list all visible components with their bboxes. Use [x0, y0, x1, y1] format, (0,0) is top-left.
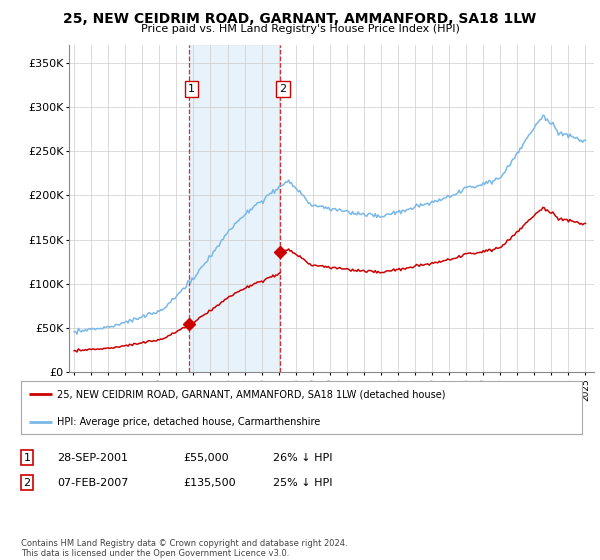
Text: 28-SEP-2001: 28-SEP-2001 [57, 452, 128, 463]
Text: HPI: Average price, detached house, Carmarthenshire: HPI: Average price, detached house, Carm… [58, 417, 321, 427]
Text: 25% ↓ HPI: 25% ↓ HPI [273, 478, 332, 488]
Text: 26% ↓ HPI: 26% ↓ HPI [273, 452, 332, 463]
Text: £55,000: £55,000 [183, 452, 229, 463]
Text: 07-FEB-2007: 07-FEB-2007 [57, 478, 128, 488]
Text: 2: 2 [280, 84, 286, 94]
Text: Price paid vs. HM Land Registry's House Price Index (HPI): Price paid vs. HM Land Registry's House … [140, 24, 460, 34]
Text: Contains HM Land Registry data © Crown copyright and database right 2024.
This d: Contains HM Land Registry data © Crown c… [21, 539, 347, 558]
Text: 25, NEW CEIDRIM ROAD, GARNANT, AMMANFORD, SA18 1LW: 25, NEW CEIDRIM ROAD, GARNANT, AMMANFORD… [64, 12, 536, 26]
Text: £135,500: £135,500 [183, 478, 236, 488]
Text: 1: 1 [23, 452, 31, 463]
Text: 1: 1 [188, 84, 195, 94]
Text: 2: 2 [23, 478, 31, 488]
Bar [189, 45, 280, 372]
Text: 25, NEW CEIDRIM ROAD, GARNANT, AMMANFORD, SA18 1LW (detached house): 25, NEW CEIDRIM ROAD, GARNANT, AMMANFORD… [58, 389, 446, 399]
